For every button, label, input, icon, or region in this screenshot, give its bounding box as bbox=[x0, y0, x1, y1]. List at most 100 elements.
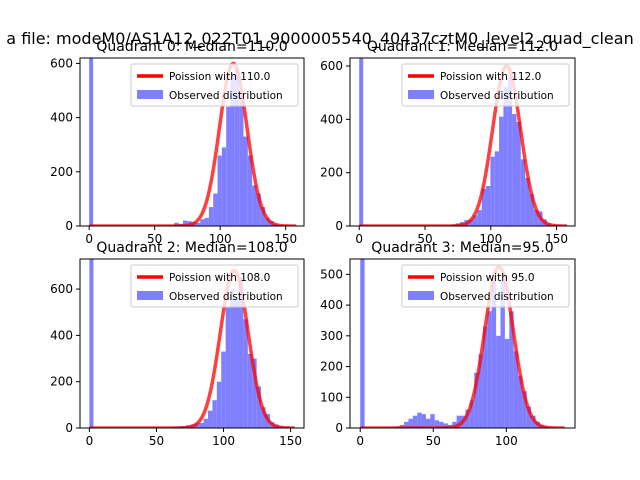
histogram-bar bbox=[359, 58, 364, 226]
quadrant-title: Quadrant 2: Median=108.0 bbox=[96, 240, 287, 256]
histogram-bar bbox=[456, 415, 462, 428]
histogram-bar bbox=[434, 420, 440, 428]
histogram-bar bbox=[221, 351, 226, 428]
histogram-bar bbox=[221, 147, 227, 226]
histogram-bar bbox=[513, 351, 519, 428]
y-tick-label: 400 bbox=[50, 328, 73, 342]
histogram-bar bbox=[226, 106, 231, 226]
legend-bar-swatch bbox=[137, 291, 163, 300]
x-tick-label: 100 bbox=[479, 232, 502, 246]
y-tick-label: 400 bbox=[320, 112, 343, 126]
histogram-bar bbox=[439, 421, 444, 428]
x-tick-label: 150 bbox=[274, 232, 297, 246]
histogram-bar bbox=[225, 307, 231, 428]
x-tick-label: 50 bbox=[426, 434, 441, 448]
quadrant-0-panel: 0 50 100 150 0 200 400 600 Quadrant 0: Median=11… bbox=[50, 39, 305, 246]
y-tick-label: 200 bbox=[320, 166, 343, 180]
histogram-bar bbox=[230, 74, 235, 226]
histogram-bar bbox=[529, 194, 534, 226]
histogram-bar bbox=[499, 116, 504, 226]
poisson-curve bbox=[88, 61, 298, 226]
quadrant-3-panel: 0 50 100 0 100 200 300 400 500 Quadrant 3: Median… bbox=[320, 240, 576, 448]
y-tick-label: 200 bbox=[50, 375, 73, 389]
histogram-bar bbox=[260, 207, 266, 226]
histogram-bar bbox=[182, 220, 188, 226]
quadrant-title: Quadrant 1: Median=112.0 bbox=[367, 39, 558, 55]
histogram-bar bbox=[520, 159, 526, 226]
y-tick-label: 100 bbox=[320, 390, 343, 404]
histogram-bar bbox=[247, 353, 253, 428]
histogram-bar bbox=[486, 186, 491, 226]
histogram-bar bbox=[207, 410, 213, 428]
histogram-bar bbox=[230, 289, 235, 428]
x-tick-label: 0 bbox=[86, 434, 94, 448]
histogram-bar bbox=[421, 414, 426, 428]
histogram-bar bbox=[252, 358, 257, 428]
x-tick-label: 50 bbox=[417, 232, 432, 246]
histogram-bar bbox=[213, 193, 218, 226]
x-tick-label: 0 bbox=[85, 232, 93, 246]
histogram-bar bbox=[256, 193, 261, 226]
histogram-bar bbox=[490, 156, 495, 226]
legend: Poission with 112.0 Observed distribution bbox=[401, 63, 570, 107]
quadrant-title: Quadrant 3: Median=95.0 bbox=[371, 240, 553, 256]
histogram-bar bbox=[203, 418, 208, 428]
y-tick-label: 600 bbox=[50, 56, 73, 70]
y-tick-label: 400 bbox=[50, 111, 73, 125]
histogram-bar bbox=[234, 68, 240, 226]
legend-label: Observed distribution bbox=[440, 90, 554, 102]
histogram-bar bbox=[204, 217, 209, 226]
figure-suptitle: a file: modeM0/AS1A12_022T01_9000005540_… bbox=[6, 29, 633, 49]
quadrant-2-panel: 0 50 100 150 0 200 400 600 Quadrant 2: Median=10… bbox=[50, 240, 305, 448]
x-tick-label: 100 bbox=[212, 434, 235, 448]
poisson-curve bbox=[358, 64, 569, 226]
histogram-bar bbox=[243, 319, 248, 428]
y-tick-label: 0 bbox=[335, 421, 343, 435]
histogram-bar bbox=[496, 335, 501, 428]
y-tick-label: 600 bbox=[320, 59, 343, 73]
histogram-bar bbox=[474, 372, 479, 428]
histogram-bar bbox=[452, 421, 457, 428]
histogram-bar bbox=[477, 210, 482, 226]
histogram-bar bbox=[404, 421, 409, 428]
poisson-curve bbox=[88, 268, 296, 428]
y-tick-label: 0 bbox=[65, 421, 73, 435]
histogram-bar bbox=[412, 415, 418, 428]
quadrant-title: Quadrant 0: Median=110.0 bbox=[96, 39, 287, 55]
histogram-bar bbox=[494, 151, 500, 226]
histogram-bar bbox=[89, 259, 94, 428]
histogram-bar bbox=[252, 185, 257, 226]
axes-frame bbox=[79, 57, 305, 227]
x-tick-label: 0 bbox=[356, 434, 364, 448]
histogram-bar bbox=[491, 277, 497, 428]
histogram-bar bbox=[247, 155, 253, 226]
histogram-bar bbox=[256, 386, 262, 428]
histogram-bar bbox=[478, 354, 483, 428]
legend-bar-swatch bbox=[408, 90, 434, 99]
legend-bar-swatch bbox=[408, 291, 434, 300]
axes-frame bbox=[79, 258, 305, 429]
histogram-bar bbox=[487, 311, 492, 428]
histogram-bar bbox=[504, 338, 510, 428]
histogram-bar bbox=[265, 217, 270, 226]
histogram-bar bbox=[417, 412, 422, 428]
histogram-bar bbox=[195, 222, 201, 226]
histogram-bar bbox=[216, 381, 222, 428]
y-tick-label: 500 bbox=[320, 267, 343, 281]
histogram-bar bbox=[243, 136, 248, 226]
histogram-bar bbox=[360, 259, 365, 428]
histogram-bar bbox=[408, 418, 413, 428]
legend: Poission with 95.0 Observed distribution bbox=[401, 264, 570, 308]
y-tick-label: 0 bbox=[335, 219, 343, 233]
histogram-bar bbox=[261, 407, 266, 428]
x-tick-label: 50 bbox=[147, 232, 162, 246]
y-tick-label: 300 bbox=[320, 329, 343, 343]
y-tick-label: 0 bbox=[65, 219, 73, 233]
y-tick-label: 600 bbox=[50, 282, 73, 296]
histogram-bar bbox=[522, 391, 527, 428]
legend-label: Poission with 108.0 bbox=[169, 272, 270, 284]
histogram-bar bbox=[468, 219, 474, 226]
legend: Poission with 108.0 Observed distribution bbox=[130, 264, 299, 308]
histogram-bar bbox=[443, 423, 448, 428]
legend-label: Poission with 110.0 bbox=[169, 71, 270, 83]
